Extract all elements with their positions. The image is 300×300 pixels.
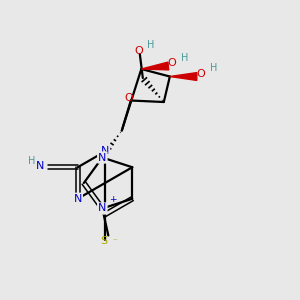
Text: N: N: [74, 194, 82, 204]
Text: N: N: [74, 194, 82, 204]
Polygon shape: [170, 73, 197, 80]
Text: N: N: [100, 152, 108, 163]
Text: N: N: [98, 203, 106, 214]
Text: H: H: [28, 156, 35, 166]
Text: N: N: [101, 146, 109, 157]
Text: H: H: [147, 40, 154, 50]
Text: O: O: [134, 46, 143, 56]
Text: N: N: [101, 146, 109, 157]
Text: N: N: [98, 152, 106, 163]
Text: H: H: [210, 63, 217, 73]
Polygon shape: [141, 62, 169, 70]
Text: +: +: [109, 195, 117, 204]
Text: O: O: [196, 68, 205, 79]
Text: H: H: [181, 52, 188, 63]
Text: N: N: [98, 203, 106, 214]
Text: N: N: [36, 161, 44, 171]
Text: O: O: [124, 92, 133, 103]
Text: S: S: [100, 236, 107, 247]
Text: O: O: [167, 58, 176, 68]
Text: ⁻: ⁻: [112, 237, 117, 246]
